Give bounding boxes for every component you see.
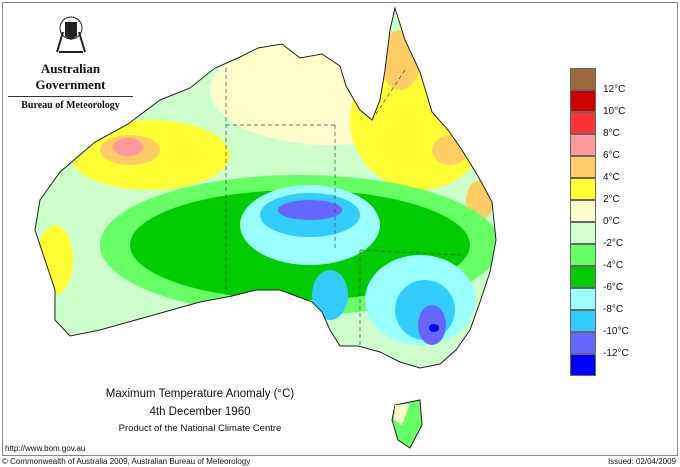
legend-label: 10°C (603, 106, 626, 117)
legend-label: 0°C (603, 216, 620, 227)
map-product: Product of the National Climate Centre (118, 423, 282, 434)
legend-label: -6°C (603, 282, 624, 293)
map-date: 4th December 1960 (149, 406, 251, 418)
legend-swatch (570, 288, 596, 310)
map-frame (2, 2, 678, 456)
legend-swatch (570, 266, 596, 288)
legend-swatch (570, 134, 596, 156)
bom-url-link[interactable]: http://www.bom.gov.au (5, 444, 86, 453)
legend-label: 6°C (603, 150, 620, 161)
coat-of-arms-icon (55, 16, 86, 53)
copyright: © Commonwealth of Australia 2009, Austra… (2, 457, 251, 466)
legend-swatch (570, 354, 596, 376)
bureau-name: Bureau of Meteorology (8, 96, 133, 111)
legend-swatch (570, 178, 596, 200)
legend-label: -4°C (603, 260, 624, 271)
government-logo: Australian Government Bureau of Meteorol… (8, 12, 133, 111)
legend-swatch (570, 310, 596, 332)
legend-swatch (570, 68, 596, 90)
legend-swatch (570, 332, 596, 354)
legend-label: 8°C (603, 128, 620, 139)
legend-label: -10°C (603, 326, 629, 337)
legend-swatch (570, 200, 596, 222)
legend-swatch (570, 112, 596, 134)
legend-label: -2°C (603, 238, 624, 249)
state-borders (225, 68, 461, 346)
issued-date: Issued: 02/04/2009 (607, 457, 676, 466)
legend-swatch (570, 244, 596, 266)
legend-swatch (570, 222, 596, 244)
legend-label: -8°C (603, 304, 624, 315)
legend-label: 4°C (603, 172, 620, 183)
legend-swatch (570, 90, 596, 112)
legend-label: -12°C (603, 348, 629, 359)
legend-label: 12°C (603, 84, 626, 95)
legend-label: 2°C (603, 194, 620, 205)
government-name: Australian Government (35, 61, 106, 92)
legend-swatch (570, 156, 596, 178)
map-title: Maximum Temperature Anomaly (°C) (105, 388, 295, 400)
